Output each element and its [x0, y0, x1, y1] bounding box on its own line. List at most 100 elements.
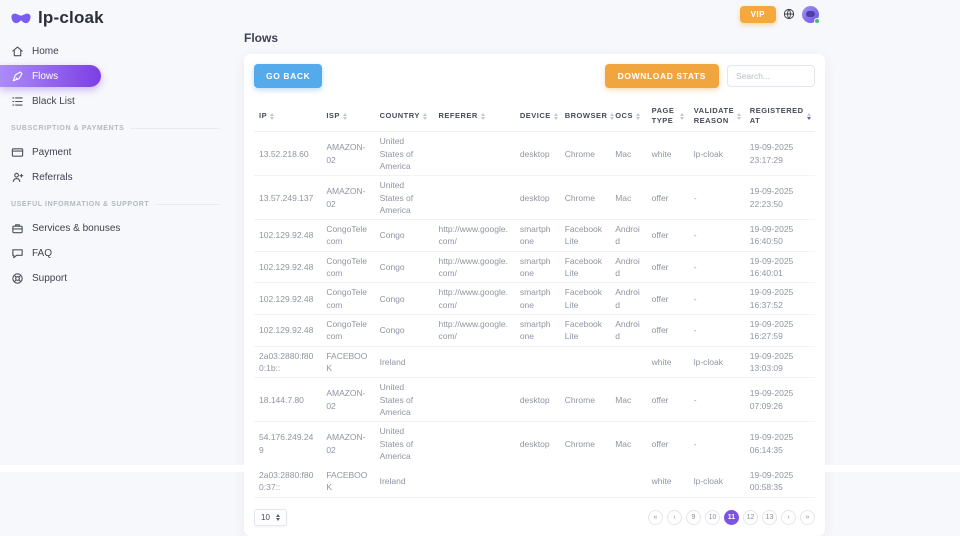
column-header-page-type[interactable]: PAGE TYPE: [646, 101, 689, 133]
table-body: 13.52.218.60 AMAZON-02 United States of Am…: [254, 131, 815, 498]
table-cell: offer: [646, 251, 689, 284]
sort-icon[interactable]: [270, 112, 275, 120]
table-cell: -: [688, 175, 745, 221]
column-header-label: REGISTERED AT: [749, 106, 804, 126]
table-cell: 19-09-2025 22:23:50: [744, 175, 815, 221]
flows-table: IP ISP COUNTRY REFERER DEVICE BROWSER OCS PAGE …: [254, 101, 815, 498]
table-cell: smartphone: [514, 282, 560, 315]
sort-icon[interactable]: [806, 112, 811, 120]
column-header-registered-at[interactable]: REGISTERED AT: [744, 101, 815, 133]
sort-icon[interactable]: [737, 112, 742, 120]
sidebar-item-support[interactable]: Support: [0, 267, 230, 289]
person-add-icon: [12, 172, 24, 182]
table-cell: smartphone: [514, 251, 560, 284]
table-cell: Facebook Lite: [559, 219, 611, 252]
pagination-first[interactable]: «: [648, 509, 663, 525]
table-cell: 19-09-2025 16:37:52: [744, 282, 815, 315]
sidebar-section-subscription: SUBSCRIPTION & PAYMENTS: [11, 125, 220, 132]
download-stats-button[interactable]: DOWNLOAD STATS: [604, 64, 719, 88]
card-toolbar: GO BACK DOWNLOAD STATS: [254, 64, 815, 88]
table-cell: -: [688, 282, 745, 315]
table-cell: Chrome: [559, 377, 611, 423]
sidebar-item-services-bonuses[interactable]: Services & bonuses: [0, 217, 230, 239]
sort-icon[interactable]: [480, 112, 485, 120]
table-cell: http://www.google.com/: [433, 282, 515, 315]
search-input[interactable]: [727, 65, 815, 87]
go-back-button[interactable]: GO BACK: [254, 64, 323, 88]
topbar: VIP: [244, 0, 825, 24]
sort-icon[interactable]: [553, 112, 558, 120]
card-footer: 10 «‹ 9 10 11 12 13 ›»: [254, 508, 815, 526]
pagination-page-9[interactable]: 9: [686, 509, 701, 525]
stepper-icon: [275, 513, 280, 521]
pagination-next[interactable]: ›: [781, 509, 796, 525]
column-header-referer[interactable]: REFERER: [433, 101, 515, 133]
column-header-isp[interactable]: ISP: [321, 101, 375, 133]
vip-button[interactable]: VIP: [739, 5, 776, 23]
sidebar-item-faq[interactable]: FAQ: [0, 242, 230, 264]
flows-card: GO BACK DOWNLOAD STATS IP ISP COUNTRY REFER…: [244, 54, 825, 536]
table-row: 102.129.92.48 CongoTelecom Congo http://www…: [254, 251, 815, 284]
table-cell: AMAZON-02: [321, 131, 375, 177]
table-cell: smartphone: [514, 219, 560, 252]
pagination-page-12[interactable]: 12: [743, 509, 758, 525]
table-cell: [433, 175, 515, 221]
pagination-page-13[interactable]: 13: [762, 509, 777, 525]
table-cell: 102.129.92.48: [254, 282, 322, 315]
pagination-page-11[interactable]: 11: [724, 509, 739, 525]
sort-icon[interactable]: [342, 112, 347, 120]
pagination-last[interactable]: »: [800, 509, 815, 525]
table-cell: offer: [646, 282, 689, 315]
sidebar-item-payment[interactable]: Payment: [0, 141, 230, 163]
table-cell: CongoTelecom: [321, 219, 375, 252]
table-cell: -: [688, 421, 745, 467]
table-row: 102.129.92.48 CongoTelecom Congo http://www…: [254, 314, 815, 347]
sort-icon[interactable]: [422, 112, 427, 120]
page-size-value: 10: [261, 512, 270, 522]
table-cell: United States of America: [374, 131, 434, 177]
globe-icon[interactable]: [783, 8, 795, 20]
table-row: 102.129.92.48 CongoTelecom Congo http://www…: [254, 219, 815, 252]
column-header-label: COUNTRY: [379, 111, 420, 121]
sort-icon[interactable]: [679, 112, 684, 120]
table-cell: offer: [646, 377, 689, 423]
pagination-prev[interactable]: ‹: [667, 509, 682, 525]
table-cell: 19-09-2025 16:40:01: [744, 251, 815, 284]
column-header-device[interactable]: DEVICE: [514, 101, 560, 133]
table-cell: Congo: [374, 282, 434, 315]
sidebar-item-label: Black List: [32, 95, 75, 107]
column-header-ocs[interactable]: OCS: [610, 101, 647, 133]
sidebar-item-label: Flows: [32, 70, 59, 82]
sidebar-item-home[interactable]: Home: [0, 40, 230, 62]
table-row: 13.52.218.60 AMAZON-02 United States of Am…: [254, 131, 815, 177]
sort-icon[interactable]: [635, 112, 640, 120]
table-cell: [433, 131, 515, 177]
table-cell: offer: [646, 421, 689, 467]
table-cell: 2a03:2880:f800:1b::: [254, 346, 322, 379]
pagination-page-10[interactable]: 10: [705, 509, 720, 525]
column-header-browser[interactable]: BROWSER: [559, 101, 615, 133]
sidebar-item-referrals[interactable]: Services & bonuses Referrals: [0, 166, 230, 188]
table-cell: desktop: [514, 175, 560, 221]
brand-logo[interactable]: lp-cloak: [0, 6, 230, 40]
column-header-ip[interactable]: IP: [254, 101, 322, 133]
avatar[interactable]: [802, 5, 820, 24]
table-cell: CongoTelecom: [321, 251, 375, 284]
table-row: 18.144.7.80 AMAZON-02 United States of Ame…: [254, 377, 815, 423]
table-cell: offer: [646, 314, 689, 347]
home-icon: [12, 45, 23, 56]
table-cell: http://www.google.com/: [433, 251, 515, 284]
table-cell: 54.176.249.249: [254, 421, 322, 467]
table-cell: http://www.google.com/: [433, 219, 515, 252]
column-header-validate-reason[interactable]: VALIDATE REASON: [688, 101, 745, 133]
sidebar-item-black-list[interactable]: Black List: [0, 90, 230, 112]
column-header-country[interactable]: COUNTRY: [374, 101, 434, 133]
sidebar-item-flows[interactable]: Flows: [0, 65, 101, 87]
table-cell: 19-09-2025 16:27:59: [744, 314, 815, 347]
page-size-select[interactable]: 10: [254, 508, 287, 526]
table-row: 102.129.92.48 CongoTelecom Congo http://www…: [254, 282, 815, 315]
table-cell: Ireland: [374, 346, 434, 379]
sort-icon[interactable]: [610, 112, 615, 120]
app-root: lp-cloak Home Flows Black List: [0, 0, 960, 472]
sidebar: lp-cloak Home Flows Black List: [0, 0, 230, 292]
